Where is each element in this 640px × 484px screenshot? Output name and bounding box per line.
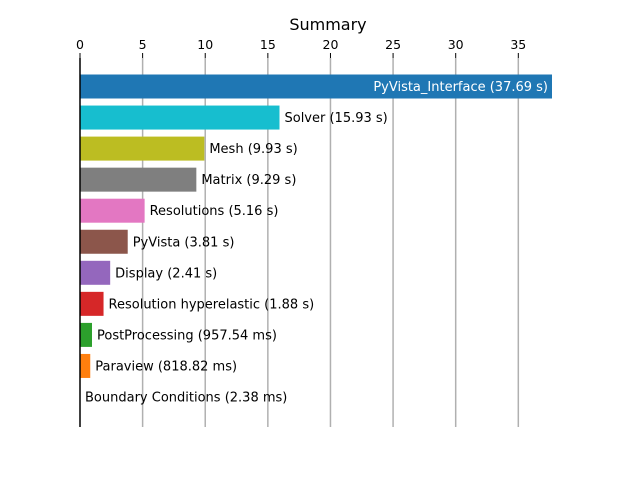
x-tick-label: 10 (197, 37, 213, 52)
bar-label: Mesh (9.93 s) (209, 142, 297, 157)
bar-solver (80, 106, 279, 130)
bar-pyvista (80, 230, 128, 254)
x-tick-label: 15 (260, 37, 276, 52)
bar-label: Boundary Conditions (2.38 ms) (85, 391, 287, 406)
x-tick-label: 0 (76, 37, 84, 52)
bar-label: Matrix (9.29 s) (201, 173, 296, 188)
bar-matrix (80, 168, 196, 192)
bar-label: Solver (15.93 s) (284, 111, 387, 126)
x-tick-label: 35 (510, 37, 526, 52)
bar-mesh (80, 137, 204, 161)
bar-display (80, 261, 110, 285)
bar-postprocessing (80, 323, 92, 347)
chart-title: Summary (289, 15, 366, 34)
x-tick-label: 20 (323, 37, 339, 52)
x-tick-label: 25 (385, 37, 401, 52)
bar-label: Resolutions (5.16 s) (150, 204, 279, 219)
bar-label: PyVista (3.81 s) (133, 235, 235, 250)
x-tick-label: 5 (139, 37, 147, 52)
bar-label: PostProcessing (957.54 ms) (97, 328, 277, 343)
bar-label: PyVista_Interface (37.69 s) (373, 80, 548, 95)
x-tick-label: 30 (448, 37, 464, 52)
bar-resolution-hyperelastic (80, 292, 104, 316)
bar-label: Display (2.41 s) (115, 266, 217, 281)
bar-label: Paraview (818.82 ms) (95, 359, 237, 374)
bar-label: Resolution hyperelastic (1.88 s) (109, 297, 315, 312)
bar-paraview (80, 354, 90, 378)
bar-resolutions (80, 199, 145, 223)
